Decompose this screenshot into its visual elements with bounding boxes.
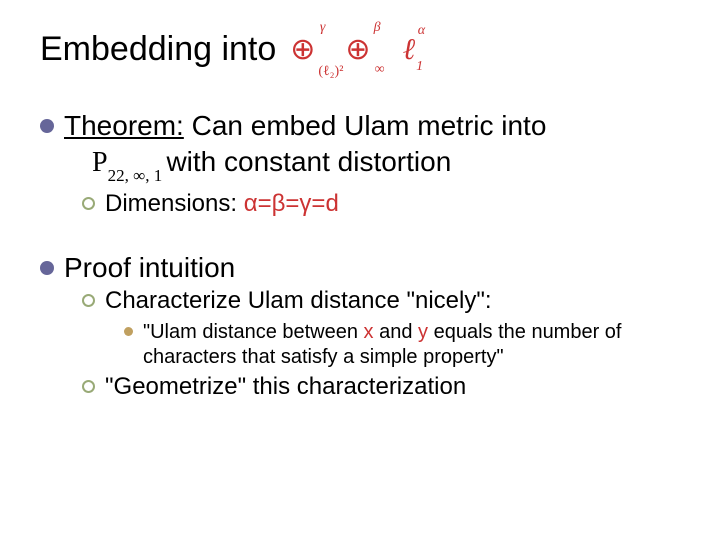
dimensions-item: Dimensions: α=β=γ=d xyxy=(40,189,680,219)
geometrize-item: "Geometrize" this characterization xyxy=(40,372,680,402)
dimensions-text: Dimensions: α=β=γ=d xyxy=(105,189,339,219)
bullet-l1-icon xyxy=(40,261,54,275)
oplus2-sub: ∞ xyxy=(375,63,385,77)
oplus-symbol-1: ⊕ xyxy=(290,33,315,66)
dims-pre: Dimensions: xyxy=(105,190,244,217)
title-formula: ⊕ γ (ℓ₂)² ⊕ β ∞ ℓ α 1 xyxy=(290,33,419,67)
oplus1-sub: (ℓ₂)² xyxy=(318,65,343,79)
theorem-sub: 22, ∞, 1 xyxy=(108,166,167,185)
bullet-l2-icon xyxy=(82,197,95,210)
theorem-label: Theorem: xyxy=(64,110,184,141)
bigoplus-1: ⊕ γ (ℓ₂)² xyxy=(290,35,315,65)
oplus-symbol-2: ⊕ xyxy=(345,33,370,66)
ulam-y: y xyxy=(418,321,428,343)
bullet-l2-icon xyxy=(82,294,95,307)
ell-sub: 1 xyxy=(416,59,423,75)
theorem-P: P xyxy=(92,147,108,178)
bullet-l3-icon xyxy=(124,327,133,336)
ulam-mid: and xyxy=(374,321,418,343)
ell-letter: ℓ xyxy=(403,33,416,66)
ell-sup: α xyxy=(418,23,425,39)
proof-label: Proof intuition xyxy=(64,251,235,285)
dims-eq: α=β=γ=d xyxy=(244,190,339,217)
theorem-post: with constant distortion xyxy=(166,146,451,177)
proof-item: Proof intuition xyxy=(40,251,680,285)
oplus2-sup: β xyxy=(374,21,381,35)
theorem-line1: Theorem: Can embed Ulam metric into xyxy=(64,109,546,143)
geometrize-text: "Geometrize" this characterization xyxy=(105,372,466,402)
theorem-item: Theorem: Can embed Ulam metric into xyxy=(40,109,680,143)
ulam-pre: "Ulam distance between xyxy=(143,321,364,343)
theorem-rest: Can embed Ulam metric into xyxy=(184,110,547,141)
title-text: Embedding into xyxy=(40,30,276,69)
theorem-line2: P22, ∞, 1 with constant distortion xyxy=(40,145,680,183)
bullet-l1-icon xyxy=(40,119,54,133)
ulam-distance-text: "Ulam distance between x and y equals th… xyxy=(143,320,680,370)
slide-title: Embedding into ⊕ γ (ℓ₂)² ⊕ β ∞ ℓ α 1 xyxy=(40,30,680,69)
oplus1-sup: γ xyxy=(320,21,326,35)
bullet-l2-icon xyxy=(82,380,95,393)
characterize-text: Characterize Ulam distance "nicely": xyxy=(105,286,492,316)
ulam-x: x xyxy=(364,321,374,343)
ell-term: ℓ α 1 xyxy=(403,33,416,67)
bigoplus-2: ⊕ β ∞ xyxy=(345,35,370,65)
ulam-distance-item: "Ulam distance between x and y equals th… xyxy=(40,320,680,370)
slide-body: Theorem: Can embed Ulam metric into P22,… xyxy=(40,109,680,402)
characterize-item: Characterize Ulam distance "nicely": xyxy=(40,286,680,316)
